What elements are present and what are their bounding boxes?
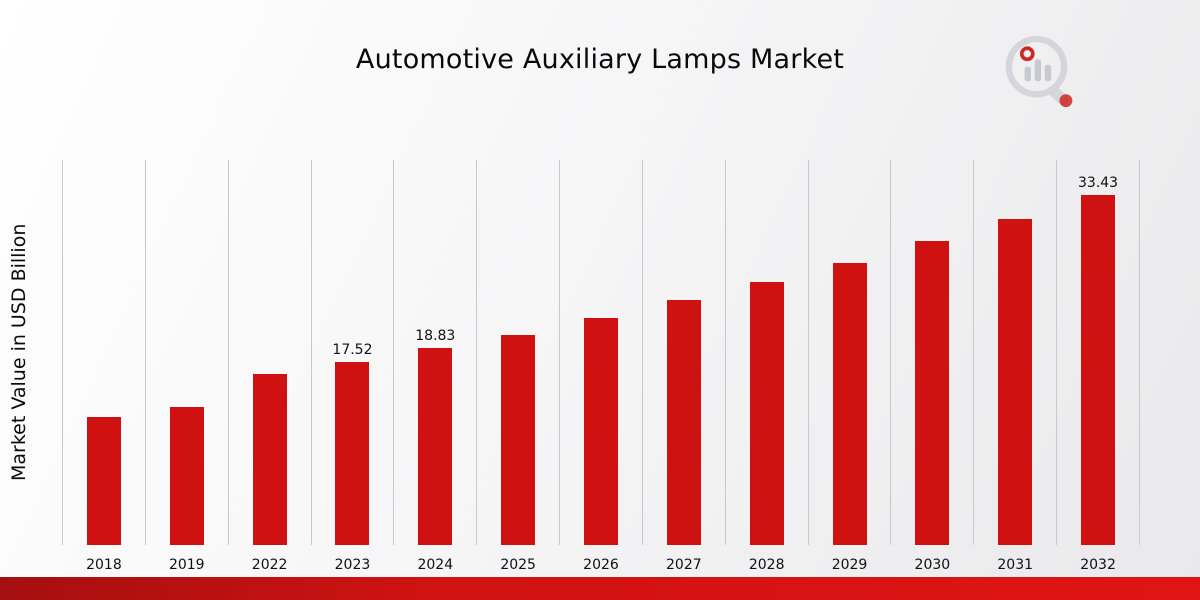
x-axis-tick-label: 2028 <box>748 557 785 573</box>
category-cell: 33.43 2032 <box>1056 160 1140 573</box>
category-cell: 2026 <box>559 160 642 573</box>
plot-area: 2018 2019 2022 17.52 2023 18.83 2024 2025 2026 20… <box>62 160 1140 573</box>
bar-2031[interactable] <box>998 218 1033 545</box>
x-axis-tick-label: 2032 <box>1080 557 1116 573</box>
bar-2018[interactable] <box>86 417 121 545</box>
category-cell: 2022 <box>227 160 311 573</box>
category-cell: 2029 <box>807 160 891 573</box>
bar-value-label: 33.43 <box>1078 175 1119 192</box>
bar-value-label: 18.83 <box>415 328 456 344</box>
category-cell: 18.83 2024 <box>393 160 476 573</box>
category-cell: 17.52 2023 <box>310 160 394 573</box>
bar-2024[interactable] <box>418 348 453 545</box>
bar-2026[interactable] <box>583 317 618 545</box>
x-axis-tick-label: 2024 <box>417 557 454 573</box>
x-axis-tick-label: 2029 <box>831 557 868 573</box>
bar-2023[interactable] <box>335 361 370 545</box>
bar-2030[interactable] <box>915 240 950 545</box>
category-cell: 2028 <box>724 160 808 573</box>
category-cell: 2031 <box>973 160 1056 573</box>
category-cell: 2025 <box>476 160 559 573</box>
bar-chart: 2018 2019 2022 17.52 2023 18.83 2024 2025 2026 20… <box>62 160 1140 573</box>
bar-2028[interactable] <box>749 282 784 545</box>
x-axis-tick-label: 2019 <box>168 557 205 573</box>
x-axis-tick-label: 2022 <box>251 557 288 573</box>
bar-value-label: 17.52 <box>332 341 373 358</box>
category-cell: 2027 <box>641 160 725 573</box>
category-cell: 2019 <box>144 160 228 573</box>
x-axis-tick-label: 2018 <box>86 557 122 573</box>
bar-2027[interactable] <box>666 300 701 545</box>
bar-2025[interactable] <box>501 334 536 545</box>
y-axis-label: Market Value in USD Billion <box>8 223 30 482</box>
x-axis-tick-label: 2025 <box>500 557 536 573</box>
bar-2032[interactable] <box>1081 195 1116 545</box>
brand-logo-icon <box>1005 35 1073 108</box>
bar-2029[interactable] <box>832 262 867 545</box>
x-axis-tick-label: 2027 <box>666 557 702 573</box>
x-axis-tick-label: 2031 <box>997 557 1034 573</box>
bar-2022[interactable] <box>252 374 287 545</box>
x-axis-tick-label: 2026 <box>583 557 619 573</box>
bar-2019[interactable] <box>169 406 204 545</box>
x-axis-tick-label: 2023 <box>334 557 371 573</box>
category-cell: 2018 <box>62 160 145 573</box>
bottom-red-ribbon <box>0 577 1200 600</box>
chart-title: Automotive Auxiliary Lamps Market <box>355 44 845 75</box>
category-cell: 2030 <box>890 160 973 573</box>
x-axis-tick-label: 2030 <box>914 557 951 573</box>
